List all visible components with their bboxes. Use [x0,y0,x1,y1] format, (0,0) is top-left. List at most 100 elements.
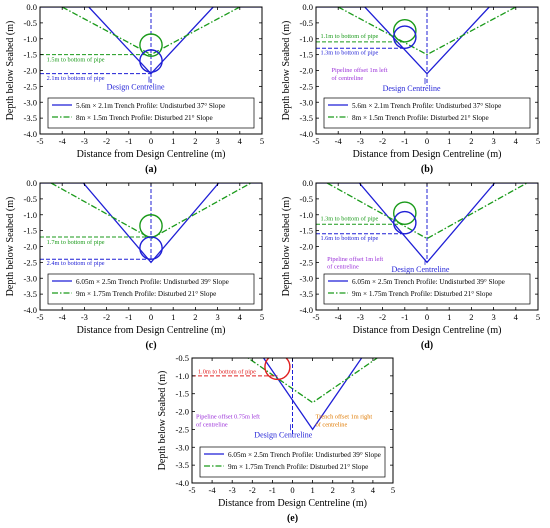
x-tick-label: -1 [125,312,132,322]
series-line-1 [316,183,538,264]
legend-entry-2: 8m × 1.5m Trench Profile: Disturbed 21° … [352,114,489,122]
legend: 6.05m × 2.5m Trench Profile: Undisturbed… [323,273,531,305]
y-tick-label: -4.0 [24,305,37,315]
y-tick-label: -1.5 [300,226,313,236]
x-tick-label: 1 [447,312,451,322]
legend-box [323,97,531,129]
y-tick-label: -3.5 [24,113,37,123]
x-tick-label: 4 [238,136,243,146]
y-tick-label: -3.0 [24,273,37,283]
annotation-text: of centreline [316,422,348,429]
panel-label: (c) [145,340,156,351]
pipe-circle [392,210,417,235]
y-tick-label: 0.0 [302,178,313,188]
x-tick-label: 5 [260,312,264,322]
y-axis-label: Depth below Seabed (m) [157,371,168,471]
chart-panel-c: 1.7m to bottom of pipe 2.4m to bottom of … [5,178,264,351]
annotation-text: 1.5m to bottom of pipe [47,57,105,64]
x-tick-label: 4 [514,136,519,146]
x-tick-label: 0 [425,312,429,322]
x-tick-label: 1 [310,485,314,495]
y-axis-label: Depth below Seabed (m) [281,197,292,297]
x-tick-label: 0 [425,136,429,146]
x-tick-label: -5 [188,485,195,495]
x-tick-label: -5 [312,312,319,322]
y-tick-label: -1.0 [24,210,37,220]
x-tick-label: -4 [209,485,217,495]
x-tick-label: 5 [536,136,540,146]
x-tick-label: 4 [371,485,376,495]
annotation-text: of centreline [196,422,228,429]
y-tick-label: -2.0 [300,242,313,252]
annotation-text: Pipeline offset 1m left [332,67,388,74]
legend-entry-2: 9m × 1.75m Trench Profile: Disturbed 21°… [228,463,368,471]
y-tick-label: -3.0 [24,97,37,107]
annotation-text: of centreline [332,75,364,82]
plot-area [316,183,538,264]
x-tick-label: 2 [331,485,335,495]
y-tick-label: -1.0 [300,210,313,220]
annotation-text: Pipeline offset 1m left [327,256,383,263]
y-tick-label: -3.5 [300,289,313,299]
y-tick-label: -1.5 [24,50,37,60]
annotation-text: 1.3m to bottom of pipe [320,50,378,57]
x-tick-label: -2 [249,485,256,495]
pipe-circle [392,25,417,49]
legend: 5.6m × 2.1m Trench Profile: Undisturbed … [323,97,531,129]
y-tick-label: -2.5 [176,424,189,434]
annotation-text: of centreline [327,264,359,271]
x-tick-label: -4 [59,136,67,146]
plot-area [40,183,262,264]
x-tick-label: -5 [36,312,43,322]
legend-box [199,446,386,478]
x-tick-label: -1 [269,485,276,495]
annotation-text: 1.0m to bottom of pipe [198,368,256,375]
y-tick-label: -3.5 [24,289,37,299]
x-tick-label: -1 [401,136,408,146]
annotation-text: 1.6m to bottom of pipe [320,235,378,242]
y-tick-label: 0.0 [302,2,313,12]
chart-panel-d: 1.3m to bottom of pipe 1.6m to bottom of … [281,178,540,351]
x-tick-label: 2 [469,312,473,322]
legend-entry-1: 6.05m × 2.5m Trench Profile: Undisturbed… [76,278,229,286]
x-tick-label: 3 [215,136,219,146]
y-tick-label: -2.0 [24,66,37,76]
x-axis-label: Distance from Design Centreline (m) [77,325,226,336]
y-tick-label: -2.0 [176,407,189,417]
x-tick-label: -3 [229,485,236,495]
x-tick-label: 0 [149,136,153,146]
annotation-text: 2.1m to bottom of pipe [47,75,105,82]
x-tick-label: -1 [401,312,408,322]
y-tick-label: -2.0 [300,66,313,76]
y-tick-label: -1.5 [176,389,189,399]
x-tick-label: -3 [357,136,364,146]
x-tick-label: 5 [536,312,540,322]
legend-entry-2: 8m × 1.5m Trench Profile: Disturbed 21° … [76,114,213,122]
y-tick-label: -3.5 [176,460,189,470]
x-axis-label: Distance from Design Centreline (m) [353,149,502,160]
panel-label: (a) [145,164,157,175]
y-tick-label: -0.5 [300,194,313,204]
y-tick-label: -0.5 [24,194,37,204]
x-tick-label: 0 [290,485,294,495]
x-tick-label: -4 [335,136,343,146]
y-tick-label: -2.5 [300,81,313,91]
legend: 5.6m × 2.1m Trench Profile: Undisturbed … [47,97,255,129]
x-tick-label: 2 [469,136,473,146]
y-tick-label: -4.0 [300,305,313,315]
y-tick-label: -4.0 [24,129,37,139]
x-tick-label: 5 [260,136,264,146]
x-tick-label: -2 [103,312,110,322]
annotation-text: 1.7m to bottom of pipe [47,239,105,246]
y-tick-label: -1.5 [300,50,313,60]
y-tick-label: -0.5 [24,18,37,28]
x-tick-label: 3 [491,136,495,146]
legend-entry-1: 6.05m × 2.5m Trench Profile: Undisturbed… [228,451,381,459]
y-tick-label: -1.0 [24,34,37,44]
y-tick-label: -3.0 [300,273,313,283]
series-line-1 [40,183,262,264]
legend-entry-2: 9m × 1.75m Trench Profile: Disturbed 21°… [352,290,492,298]
annotation-text: 2.4m to bottom of pipe [47,260,105,267]
